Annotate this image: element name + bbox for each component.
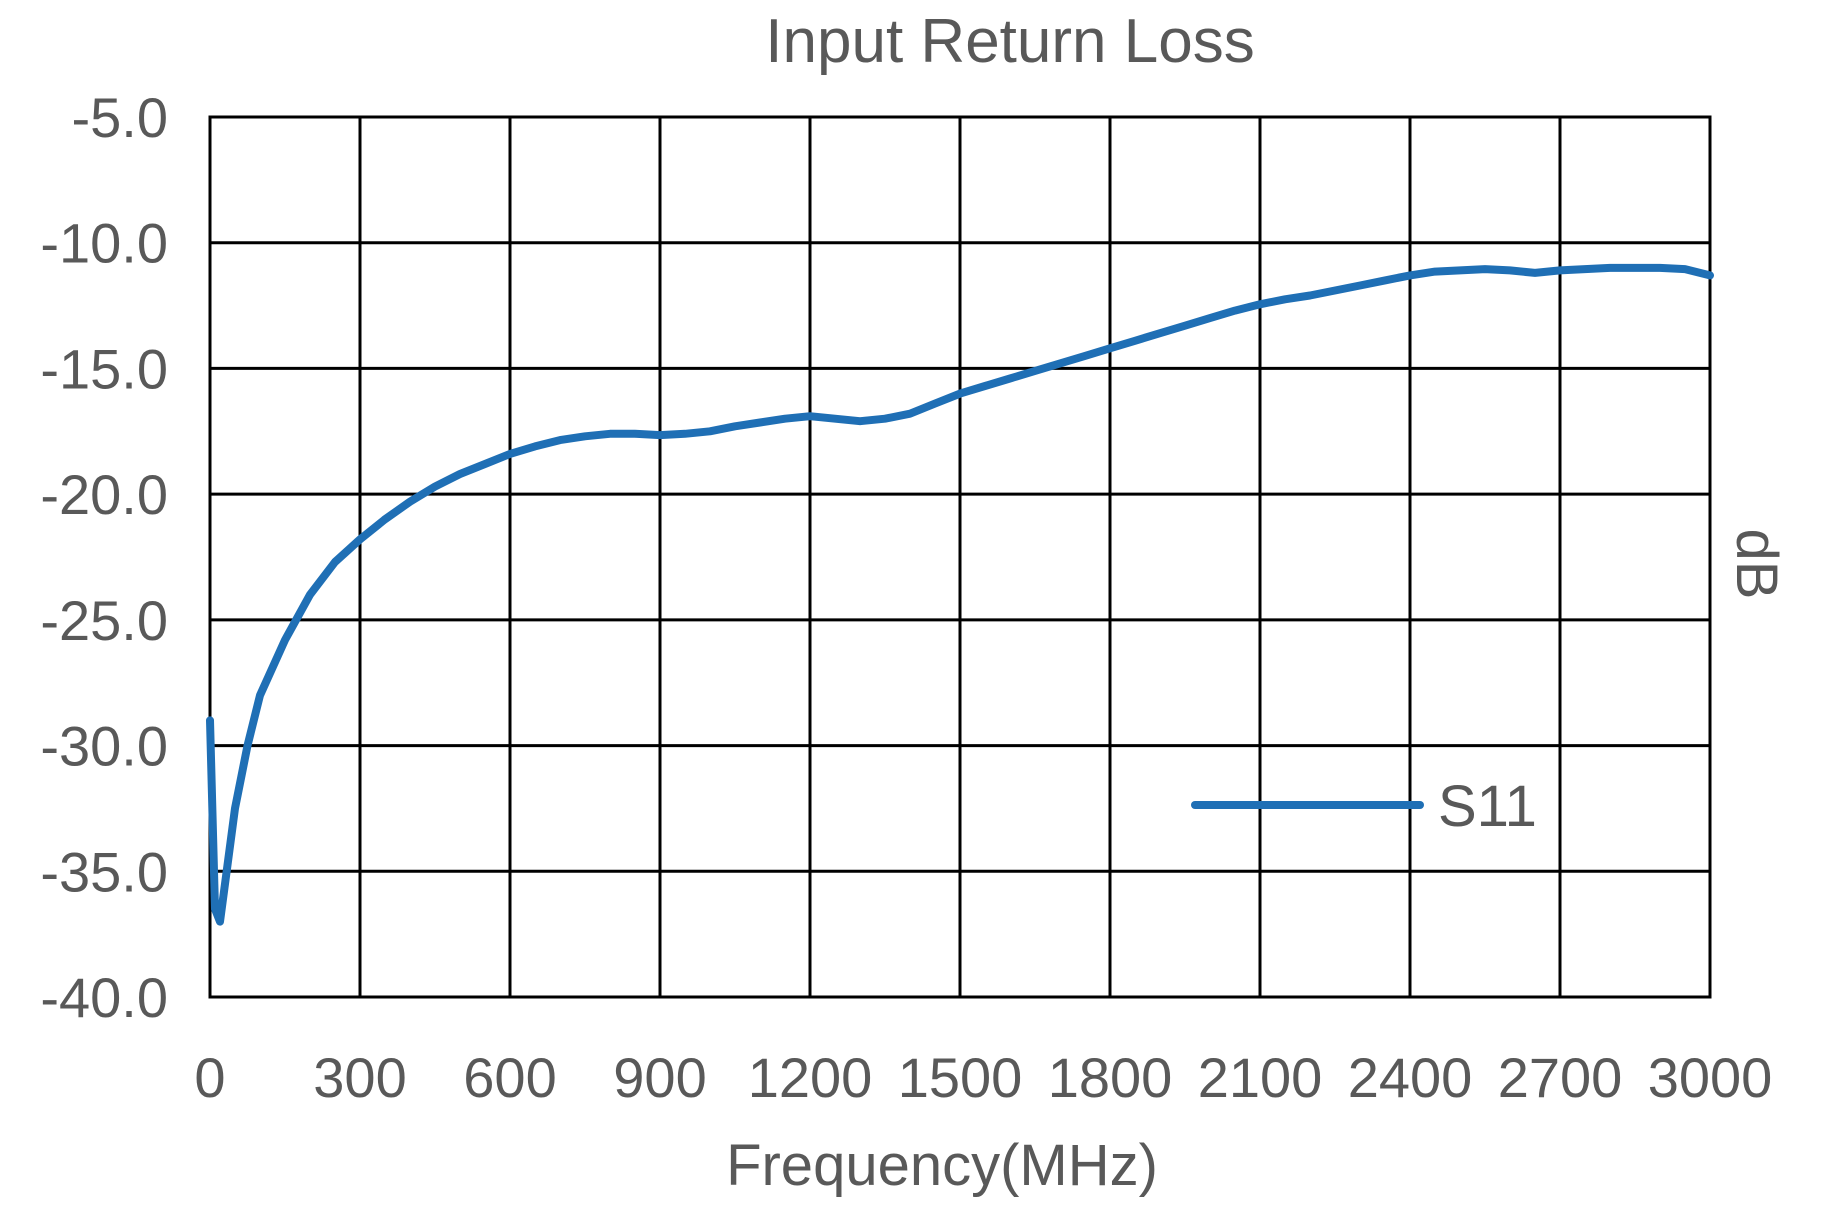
y-tick-label: -40.0: [40, 966, 168, 1029]
x-axis-label: Frequency(MHz): [726, 1133, 1158, 1198]
x-tick-label: 1800: [1048, 1046, 1173, 1109]
x-tick-label: 0: [194, 1046, 225, 1109]
x-tick-label: 600: [463, 1046, 556, 1109]
y-axis-label: dB: [1724, 529, 1789, 600]
y-tick-label: -25.0: [40, 589, 168, 652]
chart-title: Input Return Loss: [765, 7, 1254, 76]
grid: [208, 115, 1712, 999]
x-tick-label: 1500: [898, 1046, 1023, 1109]
y-tick-label: -35.0: [40, 840, 168, 903]
legend: S11: [1191, 774, 1537, 839]
x-tick-label: 300: [313, 1046, 406, 1109]
y-tick-label: -10.0: [40, 212, 168, 275]
series-layer: [206, 263, 1714, 926]
y-tick-label: -20.0: [40, 463, 168, 526]
x-tick-label: 2100: [1198, 1046, 1323, 1109]
x-axis-ticks: 0 300 600 900 1200 1500 1800 2100 2400 2700 3000: [194, 1046, 1772, 1109]
legend-label: S11: [1438, 774, 1537, 839]
series-line-s11: [206, 263, 1714, 926]
x-tick-label: 3000: [1648, 1046, 1773, 1109]
y-tick-label: -30.0: [40, 715, 168, 778]
x-tick-label: 1200: [748, 1046, 873, 1109]
y-tick-label: -15.0: [40, 337, 168, 400]
y-axis-ticks: -5.0 -10.0 -15.0 -20.0 -25.0 -30.0 -35.0 -40.0: [40, 86, 168, 1029]
x-tick-label: 2700: [1498, 1046, 1623, 1109]
y-tick-label: -5.0: [72, 86, 169, 149]
x-tick-label: 2400: [1348, 1046, 1473, 1109]
x-tick-label: 900: [613, 1046, 706, 1109]
plot-frame: [208, 115, 1712, 999]
